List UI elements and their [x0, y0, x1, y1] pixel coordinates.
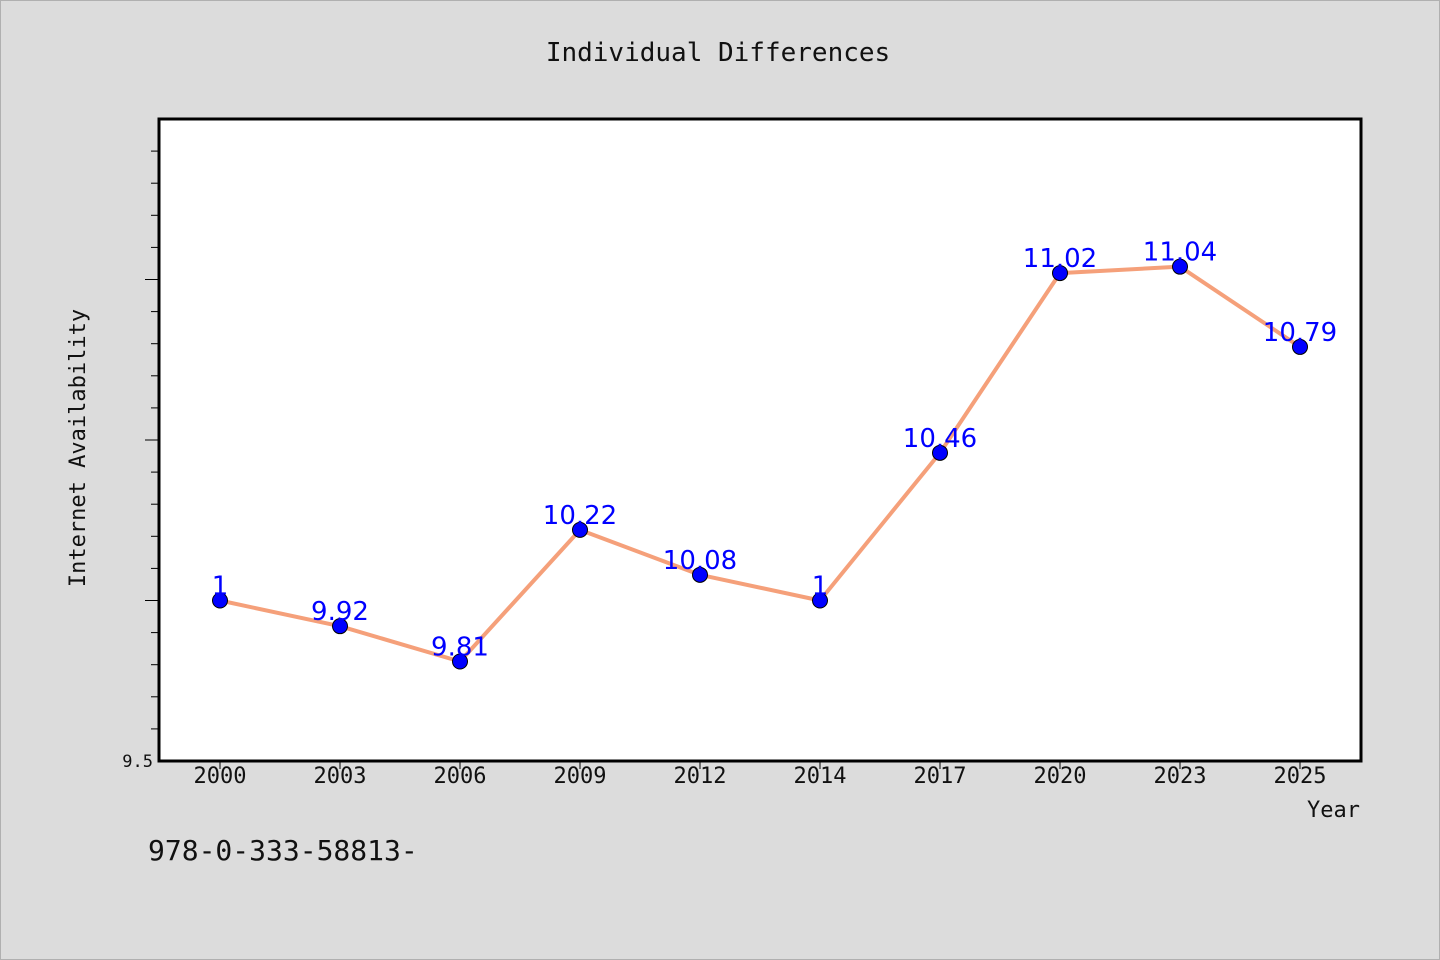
data-label: 9.81 [431, 632, 489, 662]
x-tick-label: 2017 [914, 764, 967, 789]
y-axis-tick-labels: 9.5 [122, 752, 153, 772]
x-tick-label: 2009 [554, 764, 607, 789]
x-axis-ticks [219, 761, 1301, 769]
plot-area [157, 117, 1363, 763]
data-labels-group: 1 9.92 9.81 10.22 10.08 1 10.46 11.02 11.04 10.79 [212, 238, 1337, 663]
x-tick-label: 2025 [1274, 764, 1327, 789]
data-label: 11.04 [1143, 238, 1217, 268]
x-tick-label: 2012 [674, 764, 727, 789]
x-tick-label: 2020 [1034, 764, 1087, 789]
y-axis-label: Internet Availability [66, 309, 91, 587]
x-tick-label: 2006 [434, 764, 487, 789]
y-axis-ticks [145, 150, 159, 730]
series-line [218, 264, 1302, 664]
data-point [1172, 258, 1188, 275]
data-point [812, 592, 828, 609]
data-point [1052, 265, 1068, 282]
x-axis-label: Year [1307, 798, 1360, 823]
x-tick-label: 2023 [1154, 764, 1207, 789]
data-label: 10.08 [663, 546, 737, 576]
series-points-group [212, 258, 1308, 670]
chart-title: Individual Differences [546, 38, 890, 68]
y-tick-label: 9.5 [122, 752, 153, 772]
data-label: 10.22 [543, 501, 617, 531]
data-label: 10.79 [1263, 318, 1337, 348]
series-line-group [218, 264, 1302, 664]
data-label: 1 [212, 572, 229, 602]
data-point [452, 653, 468, 670]
x-tick-label: 2014 [794, 764, 847, 789]
data-label: 1 [812, 572, 829, 602]
data-point [1292, 338, 1308, 355]
footer-code: 978-0-333-58813- [148, 834, 418, 867]
data-label: 10.46 [903, 424, 977, 454]
data-point [572, 521, 588, 538]
x-tick-label: 2003 [314, 764, 367, 789]
x-axis-tick-labels: 2000 2003 2006 2009 2012 2014 2017 2020 2023 2025 [194, 764, 1327, 789]
data-label: 11.02 [1023, 244, 1097, 274]
x-tick-label: 2000 [194, 764, 247, 789]
data-point [212, 592, 228, 609]
data-point [692, 566, 708, 583]
data-label: 9.92 [311, 597, 369, 627]
data-point [332, 618, 348, 635]
data-point [932, 444, 948, 461]
